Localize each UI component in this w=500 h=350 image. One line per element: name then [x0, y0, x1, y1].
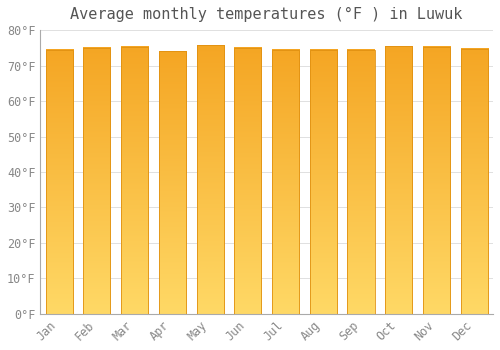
Bar: [121, 47, 148, 314]
Bar: [310, 50, 337, 314]
Bar: [348, 50, 374, 314]
Bar: [460, 49, 488, 314]
Bar: [159, 51, 186, 314]
Bar: [423, 47, 450, 314]
Bar: [196, 46, 224, 314]
Bar: [272, 50, 299, 314]
Bar: [84, 48, 110, 314]
Title: Average monthly temperatures (°F ) in Luwuk: Average monthly temperatures (°F ) in Lu…: [70, 7, 463, 22]
Bar: [46, 50, 73, 314]
Bar: [234, 48, 262, 314]
Bar: [385, 46, 412, 314]
